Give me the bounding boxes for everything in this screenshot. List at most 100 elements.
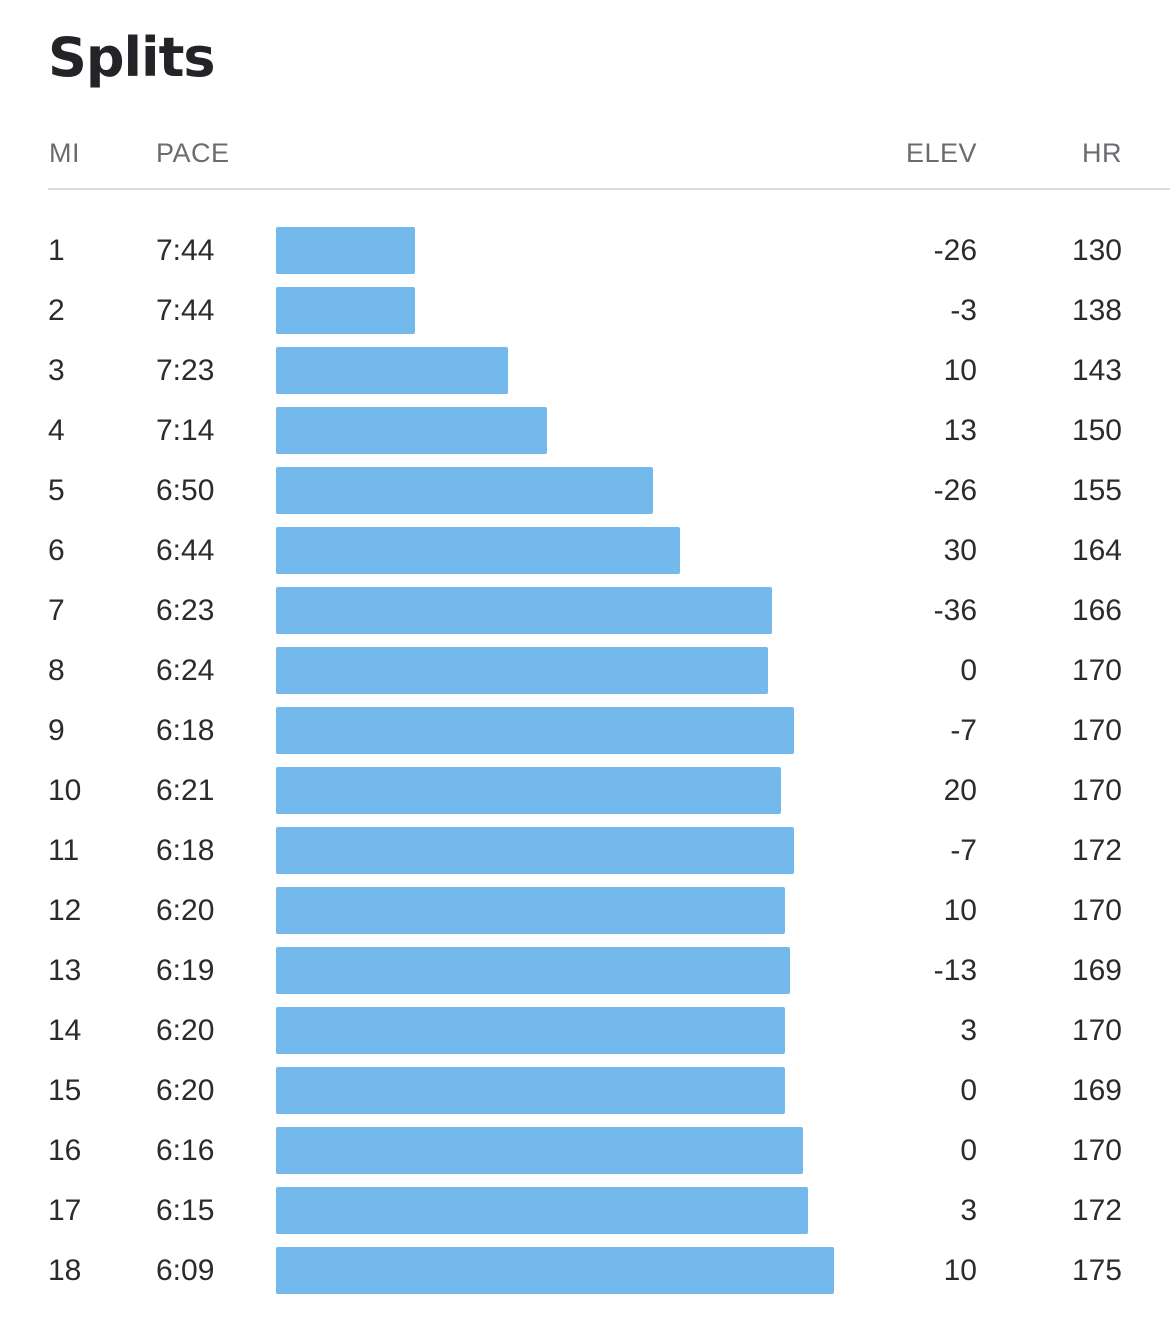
pace-bar <box>276 647 768 694</box>
split-row: 7 6:23 -36 166 <box>0 581 1170 641</box>
split-pace: 6:19 <box>156 954 215 987</box>
splits-table-body: 1 7:44 -26 130 2 7:44 -3 138 3 7:23 10 143 4 7:14 13 15… <box>0 221 1170 1301</box>
column-header-elevation: ELEV <box>905 138 977 168</box>
split-elevation: 0 <box>960 654 977 687</box>
split-row: 3 7:23 10 143 <box>0 341 1170 401</box>
split-row: 10 6:21 20 170 <box>0 761 1170 821</box>
pace-bar <box>276 1127 803 1174</box>
pace-bar <box>276 527 680 574</box>
split-row: 14 6:20 3 170 <box>0 1001 1170 1061</box>
pace-bar <box>276 947 790 994</box>
splits-table-header: MI PACE ELEV HR <box>0 135 1170 175</box>
split-row: 4 7:14 13 150 <box>0 401 1170 461</box>
split-row: 6 6:44 30 164 <box>0 521 1170 581</box>
split-heart-rate: 170 <box>1071 1014 1122 1047</box>
column-header-heart-rate: HR <box>1082 138 1122 168</box>
split-pace: 6:20 <box>156 1014 215 1047</box>
split-elevation: 20 <box>943 774 977 807</box>
split-heart-rate: 143 <box>1071 354 1122 387</box>
split-pace: 7:23 <box>156 354 215 387</box>
split-elevation: -13 <box>933 954 977 987</box>
split-heart-rate: 170 <box>1071 1134 1122 1167</box>
split-mile: 8 <box>48 654 65 687</box>
split-mile: 18 <box>48 1254 82 1287</box>
split-pace: 7:44 <box>156 234 215 267</box>
split-row: 8 6:24 0 170 <box>0 641 1170 701</box>
split-mile: 1 <box>48 234 65 267</box>
split-elevation: 3 <box>960 1194 977 1227</box>
split-row: 12 6:20 10 170 <box>0 881 1170 941</box>
split-elevation: -7 <box>950 714 977 747</box>
split-elevation: 10 <box>943 354 977 387</box>
split-elevation: -3 <box>950 294 977 327</box>
split-row: 2 7:44 -3 138 <box>0 281 1170 341</box>
split-mile: 2 <box>48 294 65 327</box>
split-pace: 6:23 <box>156 594 215 627</box>
split-heart-rate: 170 <box>1071 774 1122 807</box>
pace-bar <box>276 1187 808 1234</box>
split-mile: 9 <box>48 714 65 747</box>
split-pace: 6:24 <box>156 654 215 687</box>
pace-bar <box>276 707 794 754</box>
split-elevation: 3 <box>960 1014 977 1047</box>
split-mile: 3 <box>48 354 65 387</box>
split-elevation: -7 <box>950 834 977 867</box>
pace-bar <box>276 1247 834 1294</box>
split-heart-rate: 169 <box>1071 954 1122 987</box>
split-heart-rate: 155 <box>1071 474 1122 507</box>
split-row: 17 6:15 3 172 <box>0 1181 1170 1241</box>
split-heart-rate: 170 <box>1071 714 1122 747</box>
split-heart-rate: 130 <box>1071 234 1122 267</box>
split-mile: 13 <box>48 954 82 987</box>
pace-bar <box>276 827 794 874</box>
split-elevation: -26 <box>933 234 977 267</box>
split-pace: 7:44 <box>156 294 215 327</box>
split-elevation: 10 <box>943 894 977 927</box>
split-row: 11 6:18 -7 172 <box>0 821 1170 881</box>
split-pace: 6:18 <box>156 714 215 747</box>
split-pace: 6:09 <box>156 1254 215 1287</box>
split-mile: 7 <box>48 594 65 627</box>
pace-bar <box>276 227 415 274</box>
pace-bar <box>276 407 547 454</box>
split-row: 16 6:16 0 170 <box>0 1121 1170 1181</box>
split-pace: 6:44 <box>156 534 215 567</box>
split-heart-rate: 169 <box>1071 1074 1122 1107</box>
split-heart-rate: 166 <box>1071 594 1122 627</box>
split-mile: 12 <box>48 894 82 927</box>
pace-bar <box>276 287 415 334</box>
split-heart-rate: 164 <box>1071 534 1122 567</box>
split-row: 1 7:44 -26 130 <box>0 221 1170 281</box>
split-mile: 11 <box>48 834 80 867</box>
split-mile: 10 <box>48 774 82 807</box>
split-row: 5 6:50 -26 155 <box>0 461 1170 521</box>
split-heart-rate: 150 <box>1071 414 1122 447</box>
split-heart-rate: 172 <box>1071 834 1122 867</box>
split-pace: 6:20 <box>156 894 215 927</box>
split-elevation: 0 <box>960 1074 977 1107</box>
header-divider <box>48 188 1170 190</box>
pace-bar <box>276 767 781 814</box>
pace-bar <box>276 587 772 634</box>
split-heart-rate: 170 <box>1071 654 1122 687</box>
split-elevation: -26 <box>933 474 977 507</box>
split-pace: 7:14 <box>156 414 215 447</box>
split-heart-rate: 172 <box>1071 1194 1122 1227</box>
pace-bar <box>276 347 508 394</box>
pace-bar <box>276 1067 785 1114</box>
column-header-mile: MI <box>49 138 80 168</box>
split-row: 18 6:09 10 175 <box>0 1241 1170 1301</box>
split-elevation: 0 <box>960 1134 977 1167</box>
column-header-pace: PACE <box>156 138 230 168</box>
split-heart-rate: 138 <box>1071 294 1122 327</box>
split-pace: 6:21 <box>156 774 215 807</box>
split-mile: 15 <box>48 1074 82 1107</box>
pace-bar <box>276 467 653 514</box>
split-mile: 6 <box>48 534 65 567</box>
split-pace: 6:15 <box>156 1194 215 1227</box>
split-row: 9 6:18 -7 170 <box>0 701 1170 761</box>
split-elevation: 30 <box>943 534 977 567</box>
page-title: Splits <box>48 26 216 89</box>
split-row: 15 6:20 0 169 <box>0 1061 1170 1121</box>
split-mile: 16 <box>48 1134 82 1167</box>
